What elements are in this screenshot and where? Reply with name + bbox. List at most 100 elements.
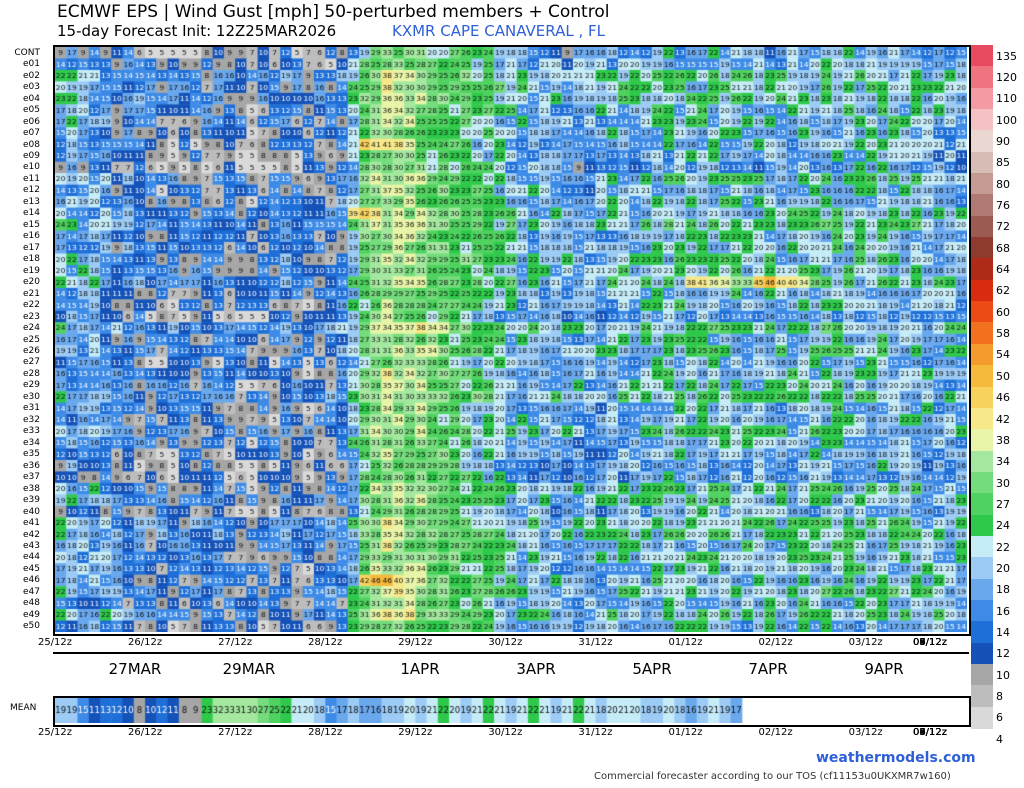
member-label: e12 <box>23 185 40 196</box>
legend-label: 72 <box>996 220 1010 234</box>
member-label: e08 <box>23 139 40 150</box>
legend-swatch <box>971 450 993 473</box>
legend-swatch <box>971 279 993 302</box>
member-label: e18 <box>23 254 40 265</box>
member-label: e16 <box>23 231 40 242</box>
member-label: e33 <box>23 426 40 437</box>
legend-label: 42 <box>996 412 1010 426</box>
legend-swatch <box>971 365 993 388</box>
x-tick-label: 04/12z <box>912 727 948 738</box>
member-label: e39 <box>23 495 40 506</box>
member-label: e28 <box>23 368 40 379</box>
legend-swatch <box>971 258 993 281</box>
legend-swatch <box>971 557 993 580</box>
member-label: e38 <box>23 483 40 494</box>
legend-label: 76 <box>996 199 1010 213</box>
member-label: e49 <box>23 609 40 620</box>
legend-swatch <box>971 407 993 430</box>
legend-label: 54 <box>996 348 1010 362</box>
member-label: e21 <box>23 288 40 299</box>
legend-swatch <box>971 663 993 686</box>
member-label: e13 <box>23 196 40 207</box>
legend-swatch <box>971 66 993 89</box>
member-label: e15 <box>23 219 40 230</box>
legend-label: 10 <box>996 668 1010 682</box>
mean-label: MEAN <box>10 703 37 713</box>
member-label: e48 <box>23 598 40 609</box>
legend-label: 16 <box>996 604 1010 618</box>
chart-subtitle: 15-day Forecast Init: 12Z25MAR2026 <box>57 22 337 40</box>
x-tick-label: 25/12z <box>37 727 73 738</box>
legend-label: 24 <box>996 519 1010 533</box>
date-label: 7APR <box>748 660 788 678</box>
legend-swatch <box>971 322 993 345</box>
legend-swatch <box>971 151 993 174</box>
x-tick-label: 29/12z <box>398 727 433 738</box>
member-label: e25 <box>23 334 40 345</box>
member-label: e17 <box>23 242 40 253</box>
legend-swatch <box>971 301 993 324</box>
member-label: e02 <box>23 70 40 81</box>
x-tick-label: 31/12z <box>578 637 613 648</box>
member-label: e42 <box>23 529 40 540</box>
member-label: e06 <box>23 116 40 127</box>
member-label: e20 <box>23 277 40 288</box>
legend-label: 46 <box>996 391 1010 405</box>
x-tick-label: 31/12z <box>578 727 613 738</box>
member-label: e29 <box>23 380 40 391</box>
legend-label: 64 <box>996 263 1010 277</box>
legend-swatch <box>971 237 993 260</box>
x-tick-label: 07/12z <box>912 637 948 648</box>
x-tick-label: 02/12z <box>758 727 793 738</box>
legend-label: 8 <box>996 689 1003 703</box>
legend-label: 38 <box>996 433 1010 447</box>
x-tick-label: 26/12z <box>128 727 163 738</box>
member-label: e37 <box>23 472 40 483</box>
legend-swatch <box>971 194 993 217</box>
legend-swatch <box>971 386 993 409</box>
legend-swatch <box>971 109 993 131</box>
legend-label: 50 <box>996 369 1010 383</box>
x-tick-label: 30/12z <box>488 727 523 738</box>
legend-label: 110 <box>996 92 1017 106</box>
chart-title: ECMWF EPS | Wind Gust [mph] 50-perturbed… <box>57 2 610 22</box>
member-label: e14 <box>23 208 40 219</box>
member-label: e01 <box>23 59 40 70</box>
member-label: e50 <box>23 621 40 632</box>
legend-label: 34 <box>996 455 1010 469</box>
legend-swatch <box>971 514 993 537</box>
x-tick-label: 06/12z <box>912 727 948 738</box>
legend-label: 100 <box>996 113 1017 127</box>
site-link[interactable]: weathermodels.com <box>816 750 976 766</box>
x-tick-label: 01/12z <box>668 637 703 648</box>
date-label: 27MAR <box>108 660 162 678</box>
ensemble-heatmap <box>55 47 967 632</box>
tos-text: Commercial forecaster according to our T… <box>594 771 951 782</box>
x-tick-label: 27/12z <box>218 727 253 738</box>
x-axis-line <box>53 652 969 654</box>
member-label: e22 <box>23 300 40 311</box>
legend-swatch <box>971 87 993 110</box>
member-label: e26 <box>23 345 40 356</box>
legend-swatch <box>971 706 993 729</box>
member-label: e10 <box>23 162 40 173</box>
member-label: e03 <box>23 82 40 93</box>
date-label: 3APR <box>516 660 556 678</box>
legend-swatch <box>971 535 993 558</box>
legend-swatch <box>971 215 993 238</box>
date-label: 9APR <box>864 660 904 678</box>
mean-frame <box>53 696 971 727</box>
legend-swatch <box>971 599 993 622</box>
x-tick-label: 01/12z <box>668 727 703 738</box>
x-tick-label: 08/12z <box>912 727 948 738</box>
member-label: e23 <box>23 311 40 322</box>
legend-swatch <box>971 493 993 516</box>
member-label: CONT <box>14 47 40 58</box>
legend-label: 27 <box>996 497 1010 511</box>
legend-swatch <box>971 45 993 67</box>
legend-label: 135 <box>996 49 1017 63</box>
date-label: 1APR <box>400 660 440 678</box>
legend-label: 20 <box>996 561 1010 575</box>
member-label: e32 <box>23 414 40 425</box>
member-label: e27 <box>23 357 40 368</box>
